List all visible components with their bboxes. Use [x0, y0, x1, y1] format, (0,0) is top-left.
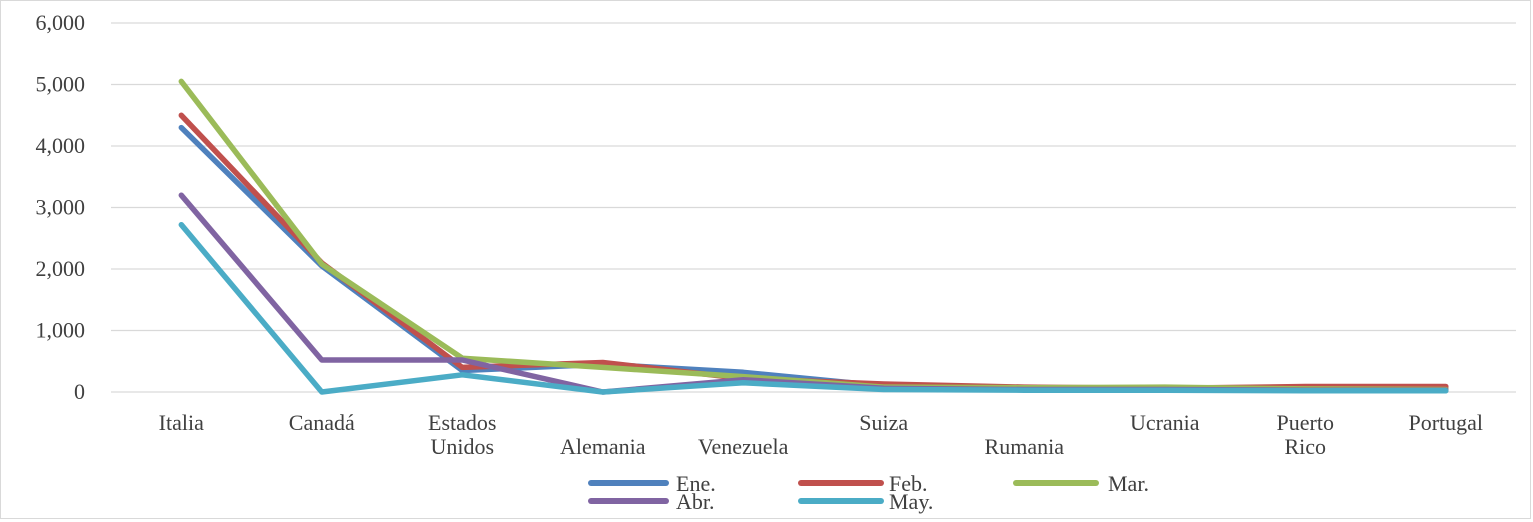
legend: Ene. Feb. Mar. Abr. May. — [588, 471, 1149, 514]
x-tick-label: Unidos — [430, 434, 494, 459]
y-tick-label: 6,000 — [36, 10, 86, 35]
y-tick-label: 1,000 — [36, 318, 86, 343]
x-tick-label: Rumania — [985, 434, 1065, 459]
x-tick-label: Venezuela — [698, 434, 789, 459]
series-line-4 — [178, 221, 1449, 395]
legend-label: Abr. — [676, 489, 715, 514]
series-line-3 — [178, 192, 1449, 395]
y-tick-label: 2,000 — [36, 256, 86, 281]
legend-label: May. — [889, 489, 933, 514]
series-line-0 — [178, 124, 1449, 392]
x-tick-label: Estados — [428, 410, 496, 435]
x-tick-label: Canadá — [289, 410, 355, 435]
y-tick-label: 5,000 — [36, 72, 86, 97]
x-tick-label: Alemania — [560, 434, 646, 459]
legend-label: Mar. — [1108, 471, 1149, 496]
x-tick-label: Portugal — [1408, 410, 1483, 435]
legend-label: Ene. — [676, 471, 716, 496]
series-lines — [178, 78, 1449, 395]
gridlines — [111, 22, 1516, 393]
x-tick-label: Rico — [1284, 434, 1326, 459]
x-tick-label: Suiza — [859, 410, 908, 435]
y-tick-label: 3,000 — [36, 195, 86, 220]
x-tick-label: Italia — [159, 410, 204, 435]
y-tick-label: 0 — [74, 379, 85, 404]
series-line-2 — [178, 78, 1449, 393]
x-tick-label: Puerto — [1277, 410, 1334, 435]
legend-label: Feb. — [889, 471, 928, 496]
y-tick-label: 4,000 — [36, 133, 86, 158]
x-tick-label: Ucrania — [1130, 410, 1200, 435]
y-axis-ticks: 0 1,000 2,000 3,000 4,000 5,000 6,000 — [36, 10, 86, 404]
series-line-1 — [178, 112, 1449, 392]
